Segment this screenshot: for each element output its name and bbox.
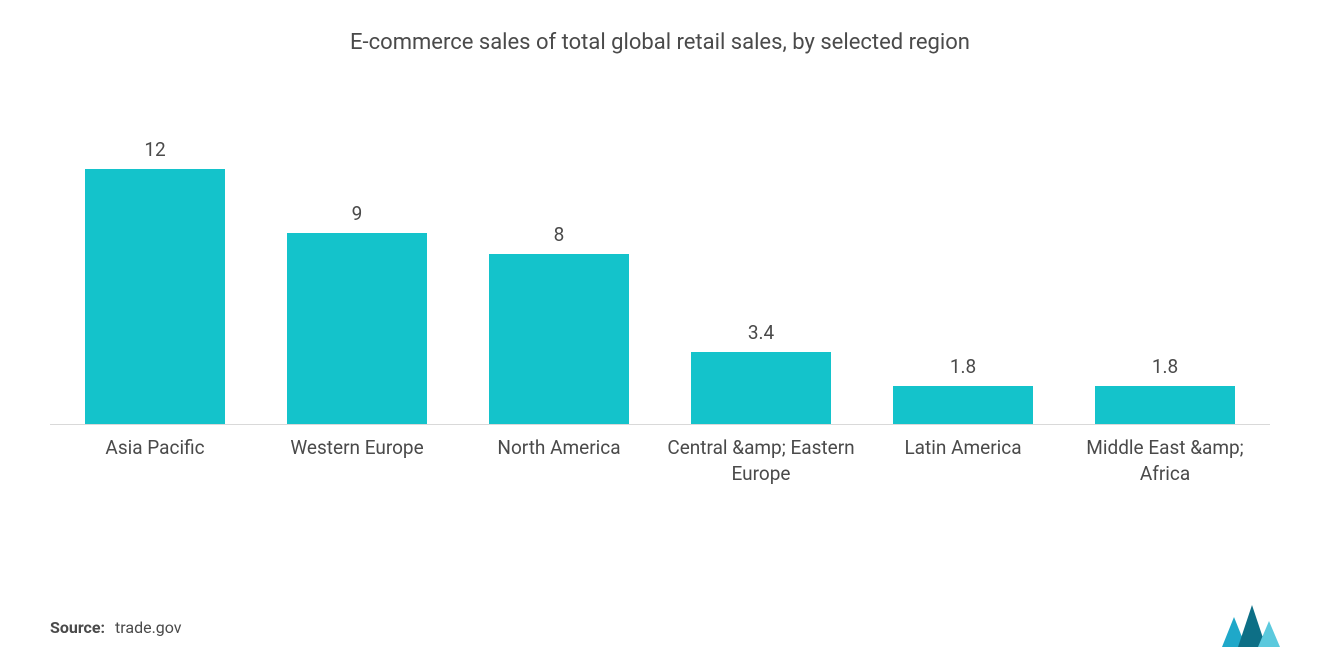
category-label: Western Europe	[256, 435, 458, 486]
bar-value-label: 3.4	[748, 321, 774, 344]
bar-value-label: 8	[554, 223, 565, 246]
bar-group: 1.8	[1064, 135, 1266, 424]
bar	[1095, 386, 1235, 424]
bar-value-label: 12	[144, 138, 165, 161]
chart-title: E-commerce sales of total global retail …	[50, 30, 1270, 55]
bar-value-label: 1.8	[950, 355, 976, 378]
bar-group: 12	[54, 135, 256, 424]
category-label: North America	[458, 435, 660, 486]
category-label: Middle East &amp; Africa	[1064, 435, 1266, 486]
source-text: trade.gov	[115, 618, 182, 637]
category-label: Latin America	[862, 435, 1064, 486]
bar-value-label: 1.8	[1152, 355, 1178, 378]
bar	[893, 386, 1033, 424]
bar-group: 9	[256, 135, 458, 424]
bar-group: 8	[458, 135, 660, 424]
chart-container: E-commerce sales of total global retail …	[0, 0, 1320, 665]
bar-group: 3.4	[660, 135, 862, 424]
bar	[85, 169, 225, 424]
bar	[691, 352, 831, 424]
source-label: Source:	[50, 618, 105, 637]
source-line: Source: trade.gov	[50, 618, 182, 637]
bars-area: 12 9 8 3.4 1.8 1.8	[50, 135, 1270, 425]
bar-group: 1.8	[862, 135, 1064, 424]
category-label: Asia Pacific	[54, 435, 256, 486]
bar	[489, 254, 629, 424]
logo-icon	[1222, 603, 1280, 647]
category-labels-row: Asia Pacific Western Europe North Americ…	[50, 425, 1270, 486]
mordor-logo	[1222, 603, 1280, 647]
bar-value-label: 9	[352, 202, 363, 225]
category-label: Central &amp; Eastern Europe	[660, 435, 862, 486]
bar	[287, 233, 427, 424]
